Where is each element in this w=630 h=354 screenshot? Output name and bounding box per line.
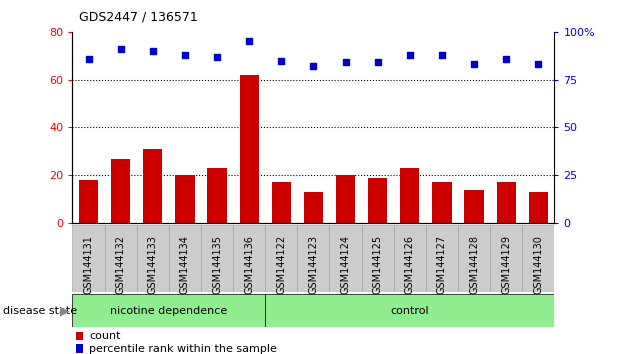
Text: GSM144125: GSM144125 <box>373 235 382 294</box>
Text: GSM144123: GSM144123 <box>309 235 318 294</box>
Point <box>244 39 254 44</box>
Point <box>83 56 94 62</box>
Text: percentile rank within the sample: percentile rank within the sample <box>89 343 277 354</box>
Text: ▶: ▶ <box>60 304 69 317</box>
Text: GSM144129: GSM144129 <box>501 235 511 294</box>
Bar <box>272 182 291 223</box>
Text: GSM144124: GSM144124 <box>341 235 350 294</box>
Bar <box>105 225 137 292</box>
Bar <box>394 225 426 292</box>
Point <box>533 62 543 67</box>
Bar <box>72 294 265 327</box>
Text: GSM144136: GSM144136 <box>244 235 254 294</box>
Point <box>147 48 158 54</box>
Text: control: control <box>391 306 429 316</box>
Text: GSM144135: GSM144135 <box>212 235 222 294</box>
Bar <box>426 225 458 292</box>
Bar <box>522 225 554 292</box>
Bar <box>304 192 323 223</box>
Bar <box>201 225 233 292</box>
Text: GSM144122: GSM144122 <box>277 235 286 294</box>
Point <box>501 56 511 62</box>
Bar <box>496 182 516 223</box>
Bar <box>137 225 169 292</box>
Text: GSM144126: GSM144126 <box>405 235 415 294</box>
Bar <box>233 225 265 292</box>
Bar <box>239 75 259 223</box>
Text: GSM144132: GSM144132 <box>116 235 125 294</box>
Bar <box>79 180 98 223</box>
Bar <box>175 175 195 223</box>
Text: GDS2447 / 136571: GDS2447 / 136571 <box>79 11 197 24</box>
Point <box>212 54 222 59</box>
Point <box>372 59 382 65</box>
Text: GSM144130: GSM144130 <box>534 235 543 294</box>
Bar <box>265 225 297 292</box>
Point <box>116 46 126 52</box>
Text: GSM144127: GSM144127 <box>437 235 447 294</box>
Bar <box>458 225 490 292</box>
Bar <box>362 225 394 292</box>
Bar <box>72 225 105 292</box>
Point <box>308 63 318 69</box>
Bar <box>111 159 130 223</box>
Point <box>404 52 415 58</box>
Point <box>469 62 479 67</box>
Bar <box>368 178 387 223</box>
Text: GSM144128: GSM144128 <box>469 235 479 294</box>
Point <box>437 52 447 58</box>
Bar <box>490 225 522 292</box>
Point <box>276 58 286 63</box>
Text: GSM144133: GSM144133 <box>148 235 158 294</box>
Text: GSM144134: GSM144134 <box>180 235 190 294</box>
Bar <box>297 225 329 292</box>
Text: nicotine dependence: nicotine dependence <box>110 306 227 316</box>
Bar <box>207 168 227 223</box>
Point <box>180 52 190 58</box>
Bar <box>265 294 554 327</box>
Text: count: count <box>89 331 121 341</box>
Bar <box>336 175 355 223</box>
Text: disease state: disease state <box>3 306 77 316</box>
Text: GSM144131: GSM144131 <box>84 235 93 294</box>
Bar <box>169 225 201 292</box>
Bar <box>464 190 484 223</box>
Bar <box>143 149 163 223</box>
Bar <box>76 332 83 341</box>
Point <box>340 59 350 65</box>
Bar <box>529 192 548 223</box>
Bar <box>432 182 452 223</box>
Bar <box>76 344 83 353</box>
Bar <box>329 225 362 292</box>
Bar <box>400 168 420 223</box>
